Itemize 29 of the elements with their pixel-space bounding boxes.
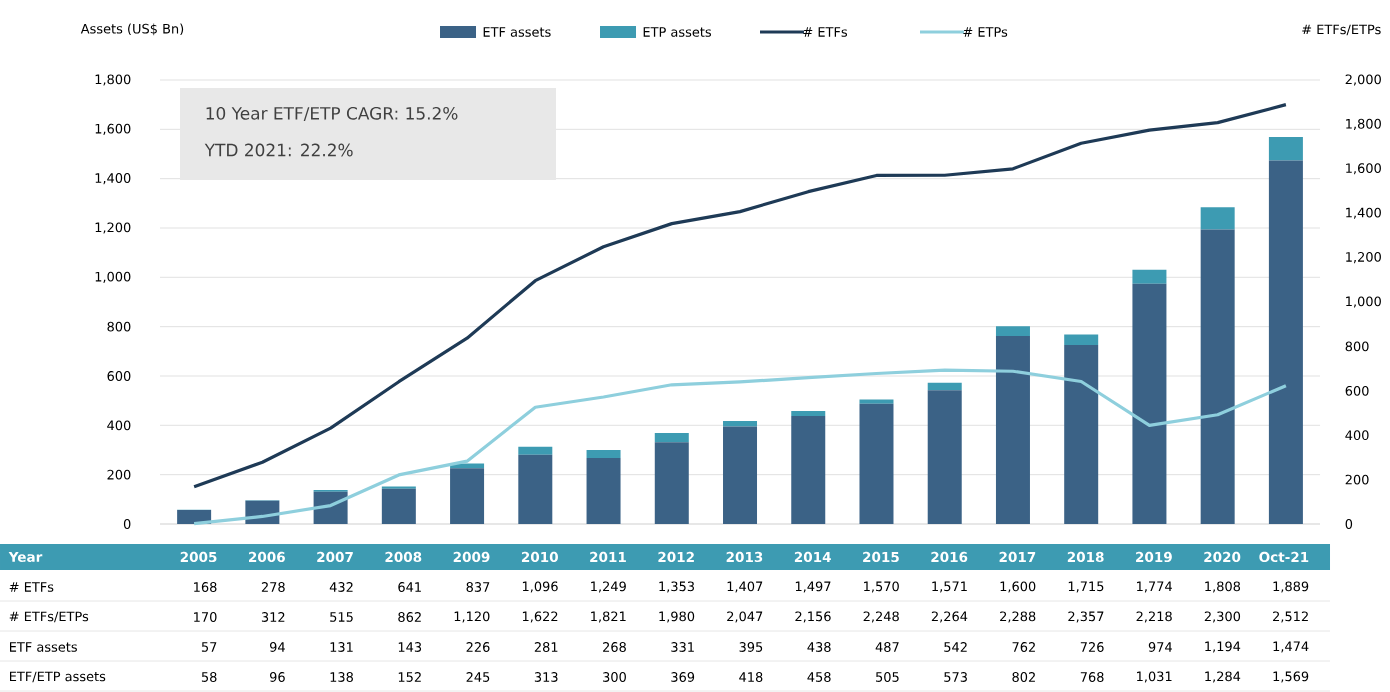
line-series: [192, 103, 1288, 489]
annotation: YTD 2021: 22.2%: [204, 143, 353, 157]
bar: [927, 390, 962, 524]
bar: [995, 336, 1030, 524]
bar: [654, 432, 689, 443]
bar: [1200, 207, 1235, 230]
bar: [586, 457, 621, 524]
bar: [1200, 229, 1235, 524]
line-series: [192, 368, 1288, 526]
bar: [927, 382, 962, 391]
bar: [859, 403, 894, 524]
annotation: 10 Year ETF/ETP CAGR: 15.2%: [206, 106, 458, 122]
bar: [518, 454, 553, 524]
bar: [1132, 283, 1167, 524]
bar: [586, 450, 621, 458]
bar: [450, 468, 485, 524]
bar: [723, 420, 758, 427]
bar: [791, 415, 826, 524]
bar: [723, 426, 758, 524]
bar: [381, 488, 416, 524]
bar: [654, 442, 689, 524]
bar: [1064, 344, 1099, 524]
bar: [518, 446, 553, 455]
bar: [1132, 269, 1167, 284]
bar: [177, 509, 212, 524]
bar: [1064, 334, 1099, 345]
bar: [1268, 136, 1303, 161]
bar: [1268, 160, 1303, 524]
bar: [995, 326, 1030, 337]
